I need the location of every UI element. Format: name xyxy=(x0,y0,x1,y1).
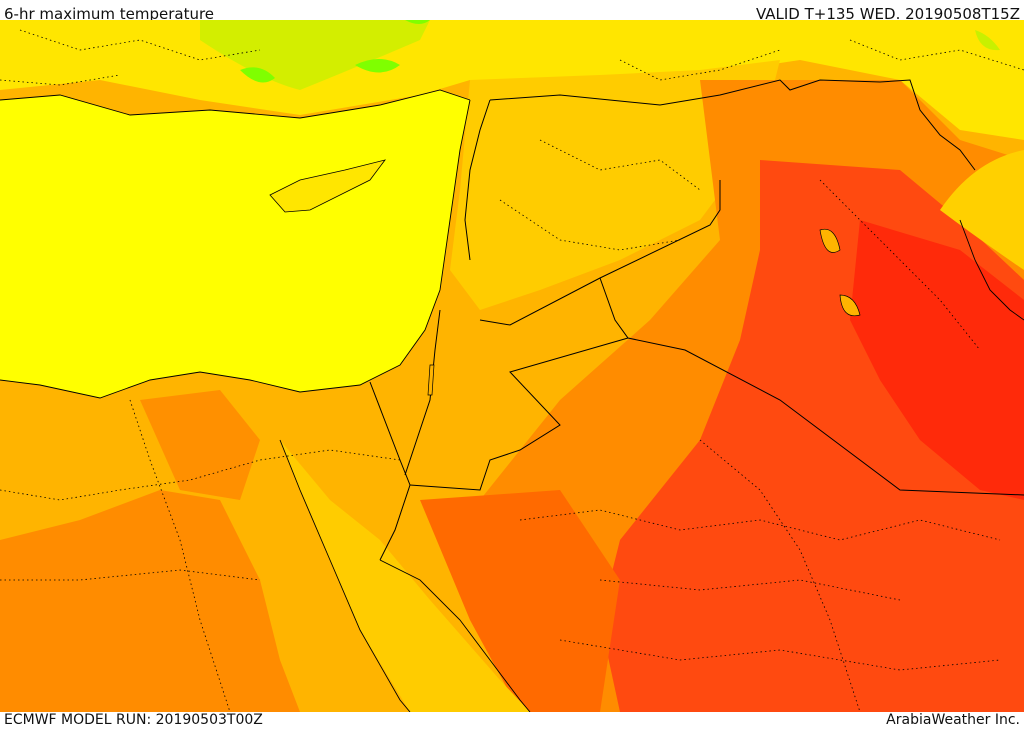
credit-label: ArabiaWeather Inc. xyxy=(886,712,1020,728)
lake-habbaniyah xyxy=(839,294,861,317)
egypt-orange xyxy=(0,490,300,712)
saudi-orange xyxy=(420,490,620,712)
valid-time-label: VALID T+135 WED. 20190508T15Z xyxy=(755,5,1020,23)
green-patch-1 xyxy=(240,67,275,83)
map-title: 6-hr maximum temperature xyxy=(4,5,215,23)
map-canvas xyxy=(0,20,1024,712)
green-patch-2 xyxy=(355,59,400,73)
iraq-red xyxy=(850,220,1024,500)
red-sea-coast-east xyxy=(379,559,531,712)
province-boundaries xyxy=(0,29,1024,712)
gulf-green xyxy=(940,150,1024,270)
lake-tharthar xyxy=(819,228,841,253)
syria-gold xyxy=(450,60,780,310)
dead-sea xyxy=(427,364,435,396)
temperature-map xyxy=(0,20,1024,712)
med-coastline xyxy=(0,99,471,399)
green-patch-4 xyxy=(975,30,1000,51)
model-run-label: ECMWF MODEL RUN: 20190503T00Z xyxy=(4,712,263,728)
egypt-orange-2 xyxy=(140,390,260,500)
red-sea xyxy=(280,440,530,712)
country-borders xyxy=(369,79,1024,561)
map-footer: ECMWF MODEL RUN: 20190503T00Z ArabiaWeat… xyxy=(0,711,1024,729)
cyprus-island xyxy=(269,159,386,213)
turkey-coastline xyxy=(0,89,471,119)
gulf-coast xyxy=(959,219,1024,321)
green-patch-3 xyxy=(405,20,430,24)
mediterranean-sea xyxy=(0,90,470,398)
red-sea-coast-west xyxy=(279,439,411,712)
map-header: 6-hr maximum temperature VALID T+135 WED… xyxy=(0,4,1024,24)
